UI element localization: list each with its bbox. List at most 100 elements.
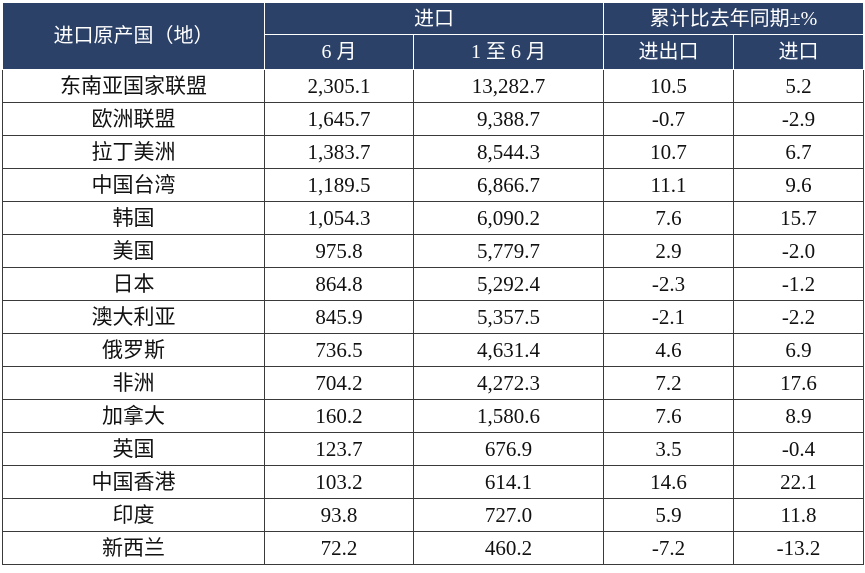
region-column-header: 进口原产国（地） xyxy=(2,2,265,70)
table-row: 美国 975.8 5,779.7 2.9 -2.0 xyxy=(2,234,865,268)
import-yoy-column-header: 进口 xyxy=(732,34,865,70)
region-name-cell: 欧洲联盟 xyxy=(2,102,265,136)
region-name-cell: 非洲 xyxy=(2,366,265,400)
jan-jun-value-cell: 4,272.3 xyxy=(413,366,604,400)
table-row: 非洲 704.2 4,272.3 7.2 17.6 xyxy=(2,366,865,400)
jan-jun-value-cell: 6,866.7 xyxy=(413,168,604,202)
trade-yoy-cell: 10.5 xyxy=(603,69,734,103)
region-name-cell: 加拿大 xyxy=(2,399,265,433)
table-row: 新西兰 72.2 460.2 -7.2 -13.2 xyxy=(2,531,865,565)
import-yoy-cell: -2.0 xyxy=(732,234,865,268)
trade-yoy-cell: -7.2 xyxy=(603,531,734,565)
table-row: 东南亚国家联盟 2,305.1 13,282.7 10.5 5.2 xyxy=(2,69,865,103)
table-row: 加拿大 160.2 1,580.6 7.6 8.9 xyxy=(2,399,865,433)
import-yoy-cell: -0.4 xyxy=(732,432,865,466)
import-yoy-cell: 6.9 xyxy=(732,333,865,367)
import-yoy-cell: 11.8 xyxy=(732,498,865,532)
trade-yoy-cell: 4.6 xyxy=(603,333,734,367)
region-name-cell: 拉丁美洲 xyxy=(2,135,265,169)
import-yoy-cell: 6.7 xyxy=(732,135,865,169)
trade-yoy-cell: 2.9 xyxy=(603,234,734,268)
region-name-cell: 东南亚国家联盟 xyxy=(2,69,265,103)
jan-jun-value-cell: 614.1 xyxy=(413,465,604,499)
june-value-cell: 1,383.7 xyxy=(264,135,414,169)
import-yoy-cell: 22.1 xyxy=(732,465,865,499)
table-row: 英国 123.7 676.9 3.5 -0.4 xyxy=(2,432,865,466)
import-yoy-cell: -1.2 xyxy=(732,267,865,301)
june-value-cell: 103.2 xyxy=(264,465,414,499)
june-value-cell: 864.8 xyxy=(264,267,414,301)
yoy-group-header: 累计比去年同期±% xyxy=(602,2,865,35)
jan-jun-value-cell: 6,090.2 xyxy=(413,201,604,235)
june-value-cell: 1,189.5 xyxy=(264,168,414,202)
import-group-header: 进口 xyxy=(264,2,604,35)
import-yoy-cell: -2.2 xyxy=(732,300,865,334)
trade-yoy-cell: 5.9 xyxy=(603,498,734,532)
trade-yoy-cell: 11.1 xyxy=(603,168,734,202)
trade-yoy-cell: 7.2 xyxy=(603,366,734,400)
june-value-cell: 845.9 xyxy=(264,300,414,334)
june-value-cell: 975.8 xyxy=(264,234,414,268)
region-name-cell: 英国 xyxy=(2,432,265,466)
jan-jun-column-header: 1 至 6 月 xyxy=(413,34,604,70)
table-row: 澳大利亚 845.9 5,357.5 -2.1 -2.2 xyxy=(2,300,865,334)
table-row: 中国台湾 1,189.5 6,866.7 11.1 9.6 xyxy=(2,168,865,202)
region-name-cell: 中国台湾 xyxy=(2,168,265,202)
region-name-cell: 俄罗斯 xyxy=(2,333,265,367)
table-row: 中国香港 103.2 614.1 14.6 22.1 xyxy=(2,465,865,499)
table-body: 东南亚国家联盟 2,305.1 13,282.7 10.5 5.2 欧洲联盟 1,645.7… xyxy=(2,69,865,565)
june-value-cell: 736.5 xyxy=(264,333,414,367)
june-value-cell: 704.2 xyxy=(264,366,414,400)
region-name-cell: 澳大利亚 xyxy=(2,300,265,334)
table-row: 欧洲联盟 1,645.7 9,388.7 -0.7 -2.9 xyxy=(2,102,865,136)
table-header: 进口原产国（地） 进口 累计比去年同期±% 6 月 1 至 6 月 进出口 进口 xyxy=(2,2,865,70)
trade-yoy-cell: -2.3 xyxy=(603,267,734,301)
import-yoy-cell: 17.6 xyxy=(732,366,865,400)
jan-jun-value-cell: 13,282.7 xyxy=(413,69,604,103)
trade-yoy-cell: 3.5 xyxy=(603,432,734,466)
june-value-cell: 93.8 xyxy=(264,498,414,532)
june-value-cell: 1,645.7 xyxy=(264,102,414,136)
import-yoy-cell: -13.2 xyxy=(732,531,865,565)
region-name-cell: 韩国 xyxy=(2,201,265,235)
trade-yoy-cell: 7.6 xyxy=(603,399,734,433)
jan-jun-value-cell: 5,357.5 xyxy=(413,300,604,334)
june-value-cell: 160.2 xyxy=(264,399,414,433)
trade-yoy-cell: 10.7 xyxy=(603,135,734,169)
june-value-cell: 123.7 xyxy=(264,432,414,466)
jan-jun-value-cell: 5,292.4 xyxy=(413,267,604,301)
region-name-cell: 中国香港 xyxy=(2,465,265,499)
table-row: 印度 93.8 727.0 5.9 11.8 xyxy=(2,498,865,532)
trade-yoy-cell: 7.6 xyxy=(603,201,734,235)
jan-jun-value-cell: 676.9 xyxy=(413,432,604,466)
jan-jun-value-cell: 9,388.7 xyxy=(413,102,604,136)
jan-jun-value-cell: 4,631.4 xyxy=(413,333,604,367)
region-name-cell: 日本 xyxy=(2,267,265,301)
jan-jun-value-cell: 727.0 xyxy=(413,498,604,532)
june-value-cell: 72.2 xyxy=(264,531,414,565)
import-yoy-cell: 9.6 xyxy=(732,168,865,202)
import-yoy-cell: 5.2 xyxy=(732,69,865,103)
jan-jun-value-cell: 5,779.7 xyxy=(413,234,604,268)
region-name-cell: 印度 xyxy=(2,498,265,532)
import-yoy-cell: 15.7 xyxy=(732,201,865,235)
region-name-cell: 新西兰 xyxy=(2,531,265,565)
trade-yoy-cell: -0.7 xyxy=(603,102,734,136)
jan-jun-value-cell: 1,580.6 xyxy=(413,399,604,433)
june-value-cell: 2,305.1 xyxy=(264,69,414,103)
table-row: 日本 864.8 5,292.4 -2.3 -1.2 xyxy=(2,267,865,301)
table-row: 拉丁美洲 1,383.7 8,544.3 10.7 6.7 xyxy=(2,135,865,169)
table-row: 俄罗斯 736.5 4,631.4 4.6 6.9 xyxy=(2,333,865,367)
region-name-cell: 美国 xyxy=(2,234,265,268)
trade-yoy-column-header: 进出口 xyxy=(603,34,734,70)
trade-yoy-cell: -2.1 xyxy=(603,300,734,334)
june-column-header: 6 月 xyxy=(264,34,414,70)
table-row: 韩国 1,054.3 6,090.2 7.6 15.7 xyxy=(2,201,865,235)
jan-jun-value-cell: 8,544.3 xyxy=(413,135,604,169)
june-value-cell: 1,054.3 xyxy=(264,201,414,235)
jan-jun-value-cell: 460.2 xyxy=(413,531,604,565)
trade-yoy-cell: 14.6 xyxy=(603,465,734,499)
import-yoy-cell: 8.9 xyxy=(732,399,865,433)
import-yoy-cell: -2.9 xyxy=(732,102,865,136)
